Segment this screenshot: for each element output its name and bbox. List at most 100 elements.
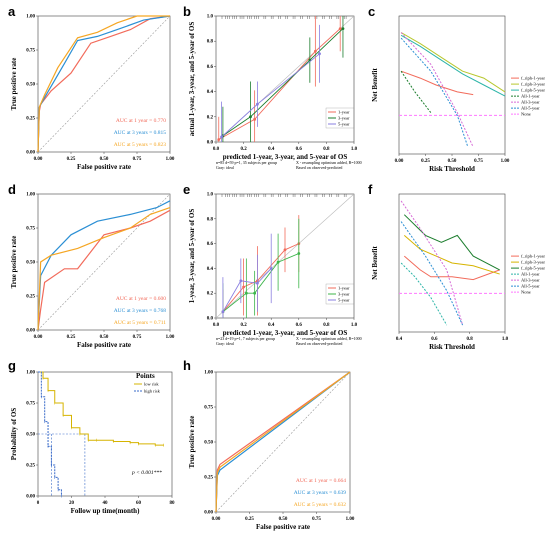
data-point [244,291,248,295]
legend-box [325,107,355,129]
calibration-line [218,28,341,140]
x-tick-label: 0.4 [268,147,275,152]
footnote: n=23 d=19 p=1, 7 subjects per group [216,336,275,342]
y-tick-label: 0.75 [26,402,35,407]
plot-area: 0.0 0.2 0.4 0.6 0.8 1.00.00.20.40.60.81.0pred… [188,15,362,171]
legend-label: None [521,112,531,117]
y-axis-title: Net Benefit [371,68,379,102]
x-tick-label: 0.6 [296,323,303,328]
footnote: Gray: ideal [216,341,235,346]
y-tick-label: 1.00 [26,371,35,376]
y-tick-label: 0.0 [207,141,214,146]
panel-letter-a: a [8,4,16,19]
data-point [313,49,317,53]
legend-label: 3-year [338,116,350,121]
legend-label: 5-year [338,298,350,303]
x-tick-label: 0.50 [100,157,109,162]
x-tick-label: 0.25 [245,517,254,522]
x-tick-label: 0.2 [240,147,247,152]
legend-box [325,283,355,305]
legend-label: None [521,290,531,295]
legend-label: 1-year [338,110,350,115]
plot-area: 0.00 0.25 0.50 0.75 1.00 0.00 0.25 0.50 0.75 1.00… [10,193,175,350]
data-point [253,291,257,295]
x-axis-title: Risk Threshold [429,165,475,173]
y-axis-title: actual 1-year, 3-year, and 5-year of OS [188,22,196,137]
footnote: Based on observed-predicted [296,165,342,170]
data-point [217,138,221,141]
x-tick-label: 1.00 [501,159,510,164]
y-axis-title: True positive rate [10,236,18,289]
x-tick-label: 1.0 [502,337,509,342]
auc-label: AUC at 1 year = 0.600 [116,296,166,302]
panel-letter-d: d [8,182,16,197]
auc-label: AUC at 5 years = 0.632 [294,502,347,508]
panel-letter-b: b [183,4,191,19]
legend-label: f_riph-5-year [521,88,545,93]
x-tick-label: 0.00 [395,159,404,164]
auc-label: AUC at 5 years = 0.823 [114,142,167,148]
data-point [242,285,245,289]
roc-line [37,207,171,331]
legend-label: 3-year [338,292,350,297]
panel-letter-c: c [368,4,376,19]
footnote: X - resampling optimism added, B=1000 [296,336,362,342]
x-tick-label: 0.75 [133,157,142,162]
net-benefit-curve [403,255,500,281]
y-tick-label: 0.00 [26,495,35,500]
data-point [221,310,225,314]
net-benefit-curve [400,34,506,97]
y-tick-label: 0.50 [204,441,213,446]
legend-label: All-1-year [521,94,540,99]
x-axis-title: predicted 1-year, 3-year, and 5-year of … [223,153,348,161]
x-tick-label: 0.0 [213,147,220,152]
y-tick-label: 0.2 [207,115,214,120]
data-point [256,102,259,106]
y-tick-label: 0.8 [207,217,214,222]
net-benefit-curve [403,235,500,275]
plot-area: 0 20 40 60 80 0.00 0.25 0.50 0.75 1.00 Follow up t… [10,371,175,516]
y-tick-label: 0.6 [207,65,214,70]
diagonal-reference [37,15,171,153]
x-tick-label: 80 [170,501,176,506]
legend-label: low risk [144,382,159,387]
x-tick-label: 0.50 [100,335,109,340]
x-tick-label: 1.00 [166,335,175,340]
y-axis-title: Net Benefit [371,246,379,280]
panel-letter-e: e [183,182,191,197]
y-tick-label: 0.00 [26,329,35,334]
legend-label: f_riph-3-year [521,260,545,265]
x-tick-label: 60 [136,501,142,506]
x-tick-label: 0.8 [323,147,330,152]
legend-label: All-3-year [521,278,540,283]
net-benefit-curve [400,221,464,326]
x-tick-label: 0.8 [467,337,474,342]
auc-label: AUC at 3 years = 0.815 [114,130,167,136]
footnote: X - resampling optimism added, B=1000 [296,160,362,166]
y-tick-label: 0.75 [204,406,213,411]
data-point [338,27,342,30]
diagonal-reference [215,371,351,513]
y-tick-label: 1.00 [26,193,35,198]
y-axis-title: True positive rate [188,416,196,469]
x-tick-label: 0 [37,501,40,506]
legend-label: high risk [144,389,161,394]
legend-label: f_riph-1-year [521,76,545,81]
x-tick-label: 0.25 [67,335,76,340]
roc-line [37,209,171,331]
x-tick-label: 1.00 [166,157,175,162]
roc-line [37,15,170,153]
plot-frame [398,15,506,155]
data-point [318,52,321,56]
y-tick-label: 1.00 [204,371,213,376]
survival-curve [38,371,62,496]
x-axis-title: False positive rate [256,523,310,531]
x-tick-label: 0.25 [421,159,430,164]
y-tick-label: 0.50 [26,433,35,438]
y-tick-label: 0.00 [204,511,213,516]
y-tick-label: 0.25 [204,476,213,481]
data-point [239,279,243,283]
net-benefit-curve [400,37,469,148]
legend-label: f_riph-5-year [521,266,545,271]
x-axis-title: Follow up time(month) [71,507,141,515]
